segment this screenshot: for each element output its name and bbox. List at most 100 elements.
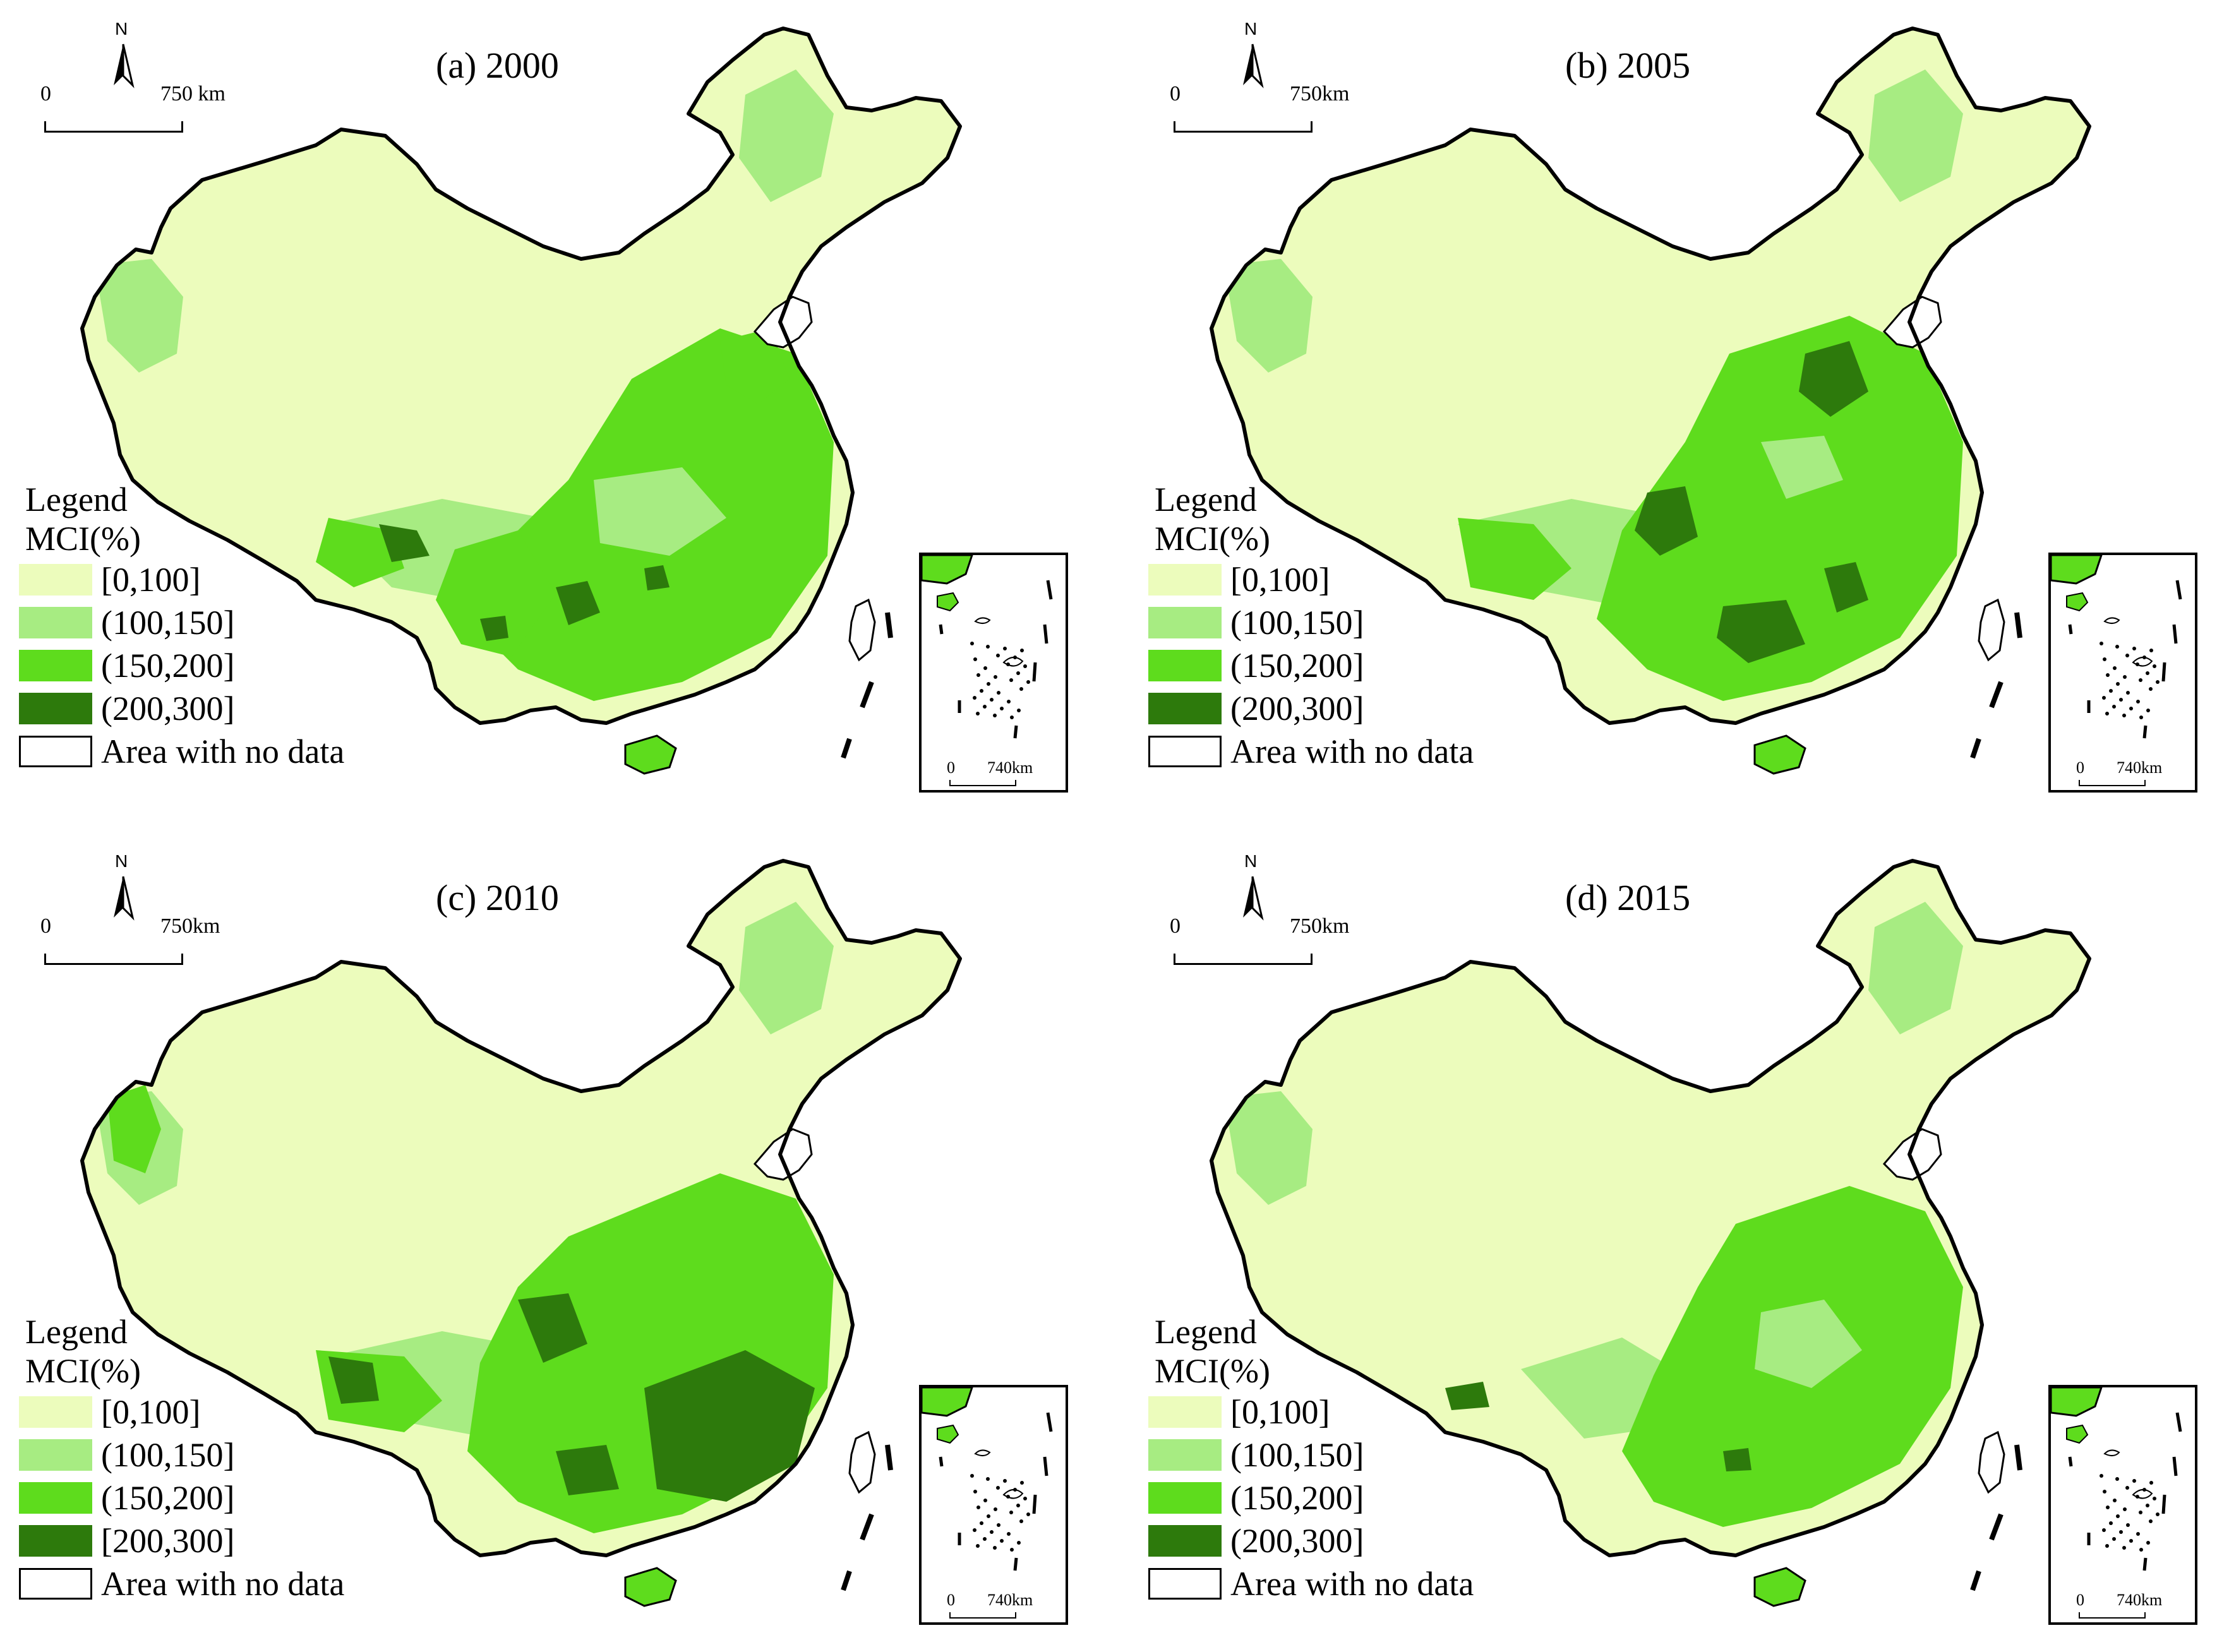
legend-item: [0,100]: [19, 1391, 411, 1434]
legend-swatch: [19, 1568, 92, 1600]
inset-scale-bar: 0 740km: [947, 758, 1042, 787]
region-class3: [644, 565, 670, 590]
legend-swatch: [19, 1396, 92, 1428]
legend-item: (150,200]: [19, 644, 411, 687]
legend-item-label: Area with no data: [101, 1565, 345, 1603]
legend-item-label: (200,300]: [1230, 690, 1364, 727]
region-class1: [1868, 902, 1963, 1034]
legend-item-label: (100,150]: [1230, 604, 1364, 642]
region-class3: [1635, 486, 1698, 556]
china-map: [1210, 27, 2091, 775]
legend-item: Area with no data: [1148, 1562, 1540, 1605]
scale-bar-line: [44, 121, 183, 133]
region-class3: [480, 616, 508, 641]
region-class2: [1597, 316, 1963, 701]
legend-subtitle: MCI(%): [1155, 520, 1270, 558]
legend-swatch: [1148, 650, 1222, 681]
inset-scale-line: [2079, 780, 2146, 786]
legend-item-label: (100,150]: [101, 604, 235, 642]
scale-bar-line: [1174, 954, 1313, 965]
hainan-island: [1753, 734, 1806, 775]
legend: Legend MCI(%) [0,100] (100,150] (150,200] (20…: [1148, 1312, 1540, 1605]
sea-boundary-dash: [885, 612, 893, 638]
taiwan-island: [848, 1430, 876, 1494]
sea-boundary-dash: [1989, 1513, 2004, 1541]
legend-swatch: [19, 1525, 92, 1557]
legend-item: Area with no data: [19, 1562, 411, 1605]
region-class1: [1868, 69, 1963, 202]
legend-swatch: [1148, 736, 1222, 767]
north-label: N: [115, 19, 128, 39]
region-class3: [1824, 562, 1868, 613]
scale-bar: 0 750km: [40, 914, 220, 971]
legend-swatch: [1148, 1525, 1222, 1557]
legend-swatch: [19, 736, 92, 767]
national-boundary: [1210, 27, 2091, 725]
inset-scale-end: 740km: [987, 1591, 1033, 1609]
region-class2: [316, 518, 404, 587]
legend-title: Legend: [25, 1313, 128, 1351]
north-arrow-icon: N: [1230, 851, 1275, 921]
legend: Legend MCI(%) [0,100] (100,150] (150,200] [20…: [19, 1312, 411, 1605]
national-boundary: [80, 27, 962, 725]
inset-scale-end: 740km: [2117, 758, 2163, 777]
region-class3: [328, 1356, 379, 1404]
region-class3: [644, 1350, 815, 1502]
legend-item-label: (200,300]: [101, 690, 235, 727]
legend-item-label: [200,300]: [101, 1522, 235, 1560]
legend: Legend MCI(%) [0,100] (100,150] (150,200] (20…: [1148, 480, 1540, 773]
scale-end-label: 750km: [1290, 82, 1350, 105]
legend-title: Legend: [1155, 1313, 1257, 1351]
bohai-sea: [753, 296, 813, 349]
legend-item: [200,300]: [19, 1519, 411, 1562]
legend-item: Area with no data: [19, 730, 411, 773]
bohai-sea: [1882, 296, 1942, 349]
scale-start-label: 0: [40, 914, 51, 938]
legend-swatch: [1148, 693, 1222, 724]
legend-swatch: [1148, 1439, 1222, 1471]
panel-title: (a) 2000: [436, 45, 559, 86]
region-class3: [1723, 1448, 1751, 1471]
legend-item: [0,100]: [1148, 558, 1540, 601]
legend-item-label: [0,100]: [101, 561, 201, 599]
sea-boundary-dash: [841, 738, 852, 759]
sea-boundary-dash: [2014, 612, 2022, 638]
map-panel: (b) 2005 N 0 750km Legend MCI(%) [0,100] (100,1…: [1129, 0, 2229, 820]
bohai-sea: [1882, 1128, 1942, 1181]
region-class1: [1224, 1091, 1313, 1205]
sea-boundary-dash: [1970, 738, 1981, 759]
panel-title: (d) 2015: [1565, 877, 1691, 918]
sea-boundary-dash: [2014, 1444, 2022, 1471]
region-class1: [1755, 1300, 1862, 1388]
legend-swatch: [1148, 1482, 1222, 1514]
inset-scale-line: [949, 1612, 1016, 1619]
scale-end-label: 750km: [1290, 914, 1350, 938]
scale-bar: 0 750km: [1170, 82, 1349, 139]
region-class1: [739, 69, 834, 202]
legend-swatch: [19, 1439, 92, 1471]
region-class3: [1799, 341, 1868, 417]
legend-subtitle: MCI(%): [25, 1352, 141, 1390]
scale-end-label: 750 km: [160, 82, 225, 105]
legend-item-label: (100,150]: [1230, 1436, 1364, 1474]
scale-bar: 0 750km: [1170, 914, 1349, 971]
sea-boundary-dash: [860, 681, 874, 709]
map-panel: (d) 2015 N 0 750km Legend MCI(%) [0,100] (100,1…: [1129, 832, 2229, 1652]
legend-item: Area with no data: [1148, 730, 1540, 773]
inset-scale-start: 0: [947, 1591, 955, 1609]
sea-boundary-dash: [1970, 1570, 1981, 1591]
map-panel: (c) 2010 N 0 750km Legend MCI(%) [0,100] (100,1…: [0, 832, 1114, 1652]
region-class1: [594, 467, 726, 556]
legend-item: (100,150]: [19, 601, 411, 644]
region-class3: [556, 581, 600, 625]
taiwan-island: [1978, 598, 2005, 662]
region-class1: [95, 259, 183, 373]
inset-scale-end: 740km: [2117, 1591, 2163, 1609]
legend-swatch: [19, 564, 92, 596]
panel-title: (b) 2005: [1565, 45, 1691, 86]
sea-boundary-dash: [1989, 681, 2004, 709]
hainan-island: [624, 1567, 677, 1607]
legend-item-label: (100,150]: [101, 1436, 235, 1474]
map-panel: (a) 2000 N 0 750 km Legend MCI(%) [0,100] (100,…: [0, 0, 1114, 820]
region-class1: [1224, 259, 1313, 373]
